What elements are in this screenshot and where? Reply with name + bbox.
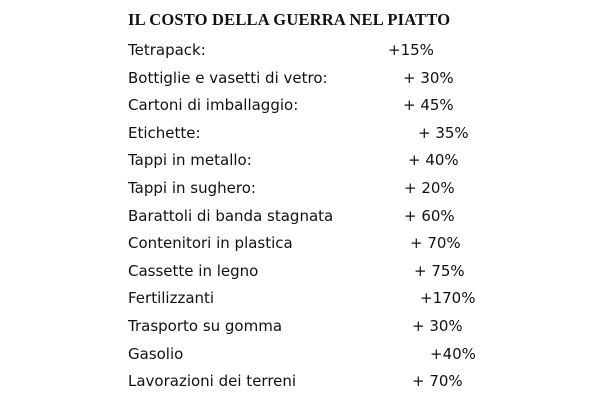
row-value: +40%: [430, 344, 476, 363]
row-label: Gasolio: [128, 344, 184, 363]
row-value: + 70%: [410, 234, 461, 253]
row-value: + 30%: [403, 68, 454, 87]
row-label: Fertilizzanti: [128, 289, 215, 308]
row-value: + 20%: [404, 179, 455, 197]
row-label: Tappi in metallo:: [128, 151, 252, 170]
row-label: Contenitori in plastica: [128, 234, 293, 253]
row-label: Bottiglie e vasetti di vetro:: [128, 68, 328, 87]
title: IL COSTO DELLA GUERRA NEL PIATTO: [128, 10, 451, 29]
row-value: + 30%: [412, 317, 463, 335]
row-label: Tappi in sughero:: [128, 179, 256, 197]
row-label: Cassette in legno: [128, 261, 259, 280]
row-value: + 40%: [408, 151, 459, 170]
row-label: Lavorazioni dei terreni: [128, 372, 297, 391]
row-value: +170%: [420, 289, 476, 308]
row-label: Tetrapack:: [128, 41, 206, 59]
row-value: + 35%: [418, 123, 469, 142]
row-value: + 45%: [403, 96, 454, 115]
row-label: Barattoli di banda stagnata: [128, 206, 334, 225]
row-value: + 60%: [404, 206, 455, 225]
row-label: Cartoni di imballaggio:: [128, 96, 299, 115]
row-value: + 70%: [412, 372, 463, 391]
row-label: Trasporto su gomma: [128, 317, 283, 335]
row-label: Etichette:: [128, 123, 201, 142]
row-value: +15%: [388, 41, 434, 59]
row-value: + 75%: [414, 261, 465, 280]
